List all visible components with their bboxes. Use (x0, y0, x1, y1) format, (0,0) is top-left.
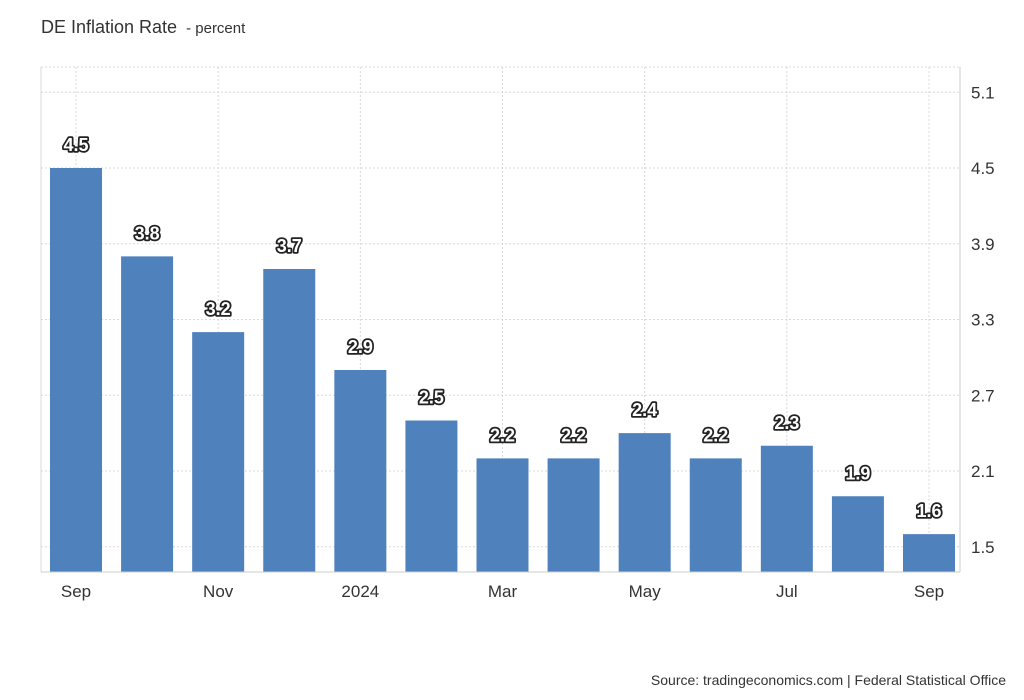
y-axis: 1.5 2.1 2.7 3.3 3.9 4.5 5.1 (959, 67, 995, 572)
bar (405, 420, 458, 572)
bar-value-label: 2.3 (774, 413, 799, 433)
bar (263, 269, 316, 572)
bar-value-label: 1.6 (916, 501, 941, 521)
x-tick-label: Sep (61, 582, 91, 601)
bar-value-label: 2.2 (561, 425, 586, 445)
bar-value-label: 2.9 (348, 337, 373, 357)
x-tick-label: Sep (914, 582, 944, 601)
bar (831, 496, 884, 572)
data-labels: 4.5 3.8 3.2 3.7 2.9 2.5 2.2 2.2 2.4 2.2 2.3 1.9 1.6 (62, 133, 944, 523)
x-tick-label: Jul (776, 582, 798, 601)
y-tick-label: 2.7 (971, 386, 995, 405)
y-tick-label: 3.9 (971, 235, 995, 254)
y-tick-label: 2.1 (971, 462, 995, 481)
bar-value-label: 2.4 (632, 400, 657, 420)
bar (476, 458, 529, 572)
bar (618, 433, 671, 572)
bar-value-label: 2.2 (490, 425, 515, 445)
bar-value-label: 3.8 (135, 223, 160, 243)
x-tick-label: Nov (203, 582, 234, 601)
chart-title: DE Inflation Rate - percent (41, 17, 245, 38)
bars (50, 168, 955, 572)
x-axis: Sep Nov 2024 Mar May Jul Sep (41, 571, 960, 601)
bar-value-label: 2.2 (703, 425, 728, 445)
x-tick-label: May (629, 582, 662, 601)
x-tick-label: 2024 (341, 582, 379, 601)
chart-title-text: DE Inflation Rate (41, 17, 178, 37)
bar-value-label: 1.9 (845, 463, 870, 483)
y-tick-label: 4.5 (971, 159, 995, 178)
bar (192, 332, 245, 572)
bar (903, 534, 955, 572)
bar-value-label: 3.2 (206, 299, 231, 319)
bar (689, 458, 742, 572)
bar (760, 445, 813, 572)
bar (334, 370, 387, 572)
y-tick-label: 3.3 (971, 311, 995, 330)
bar (547, 458, 600, 572)
y-tick-label: 5.1 (971, 83, 995, 102)
bar (50, 168, 102, 572)
bar-value-label: 4.5 (63, 135, 88, 155)
bar (121, 256, 174, 572)
chart-subtitle: - percent (186, 20, 246, 37)
bar-value-label: 2.5 (419, 388, 444, 408)
bar-value-label: 3.7 (277, 236, 302, 256)
x-tick-label: Mar (488, 582, 518, 601)
y-tick-label: 1.5 (971, 538, 995, 557)
source-note: Source: tradingeconomics.com | Federal S… (650, 672, 1006, 688)
